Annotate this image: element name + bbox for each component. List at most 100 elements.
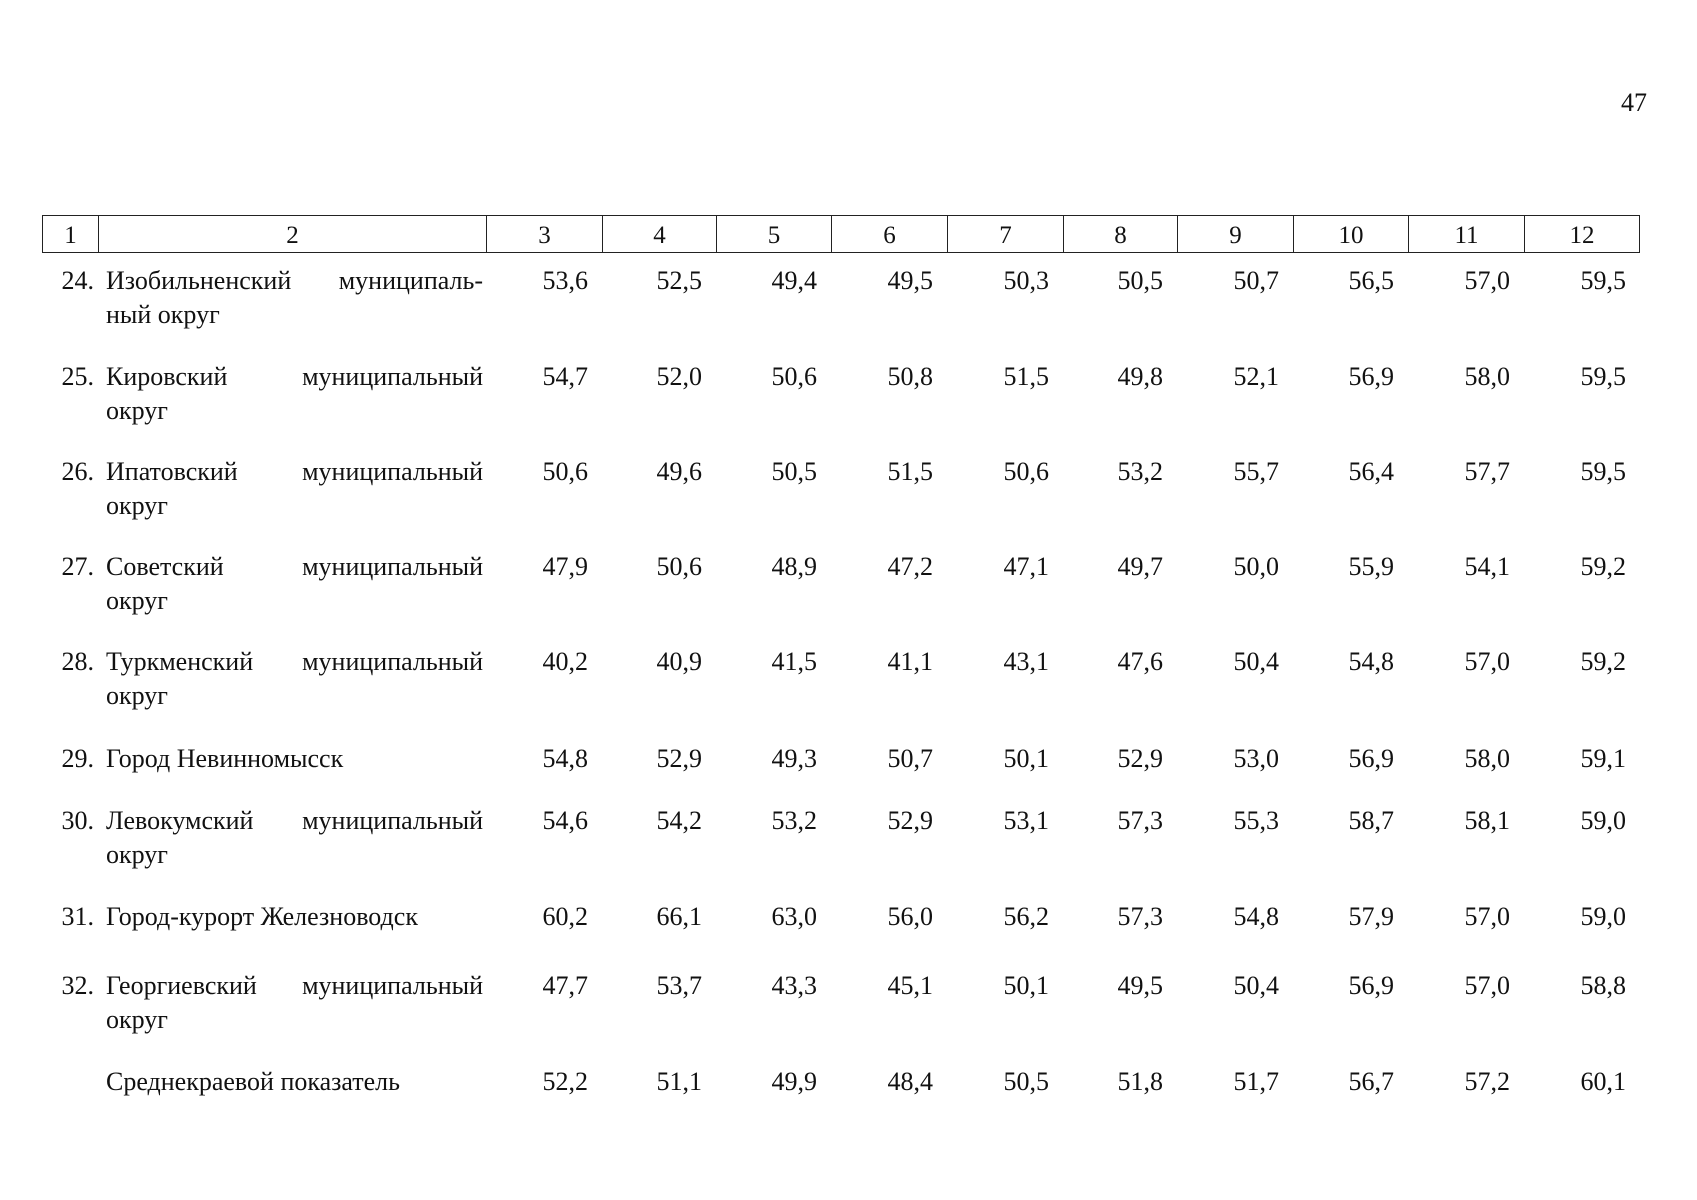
cell-value: 56,9 (1348, 362, 1395, 391)
cell-value: 59,2 (1580, 552, 1627, 581)
header-cell: 5 (716, 215, 831, 253)
cell-value: 50,1 (1003, 971, 1050, 1000)
row-name: Туркменский муниципальный (106, 647, 483, 676)
cell-value: 53,2 (1117, 457, 1164, 486)
cell-value: 49,5 (1117, 971, 1164, 1000)
row-name: Изобильненский муниципаль- (106, 266, 483, 295)
cell-value: 51,8 (1117, 1067, 1164, 1096)
header-cell: 2 (98, 215, 486, 253)
header-cell: 9 (1177, 215, 1293, 253)
cell-value: 50,5 (771, 457, 818, 486)
cell-value: 50,1 (1003, 744, 1050, 773)
header-cell: 3 (486, 215, 602, 253)
cell-value: 52,9 (887, 806, 934, 835)
row-name: Советский муниципальный (106, 552, 483, 581)
cell-value: 57,3 (1117, 806, 1164, 835)
cell-value: 52,5 (656, 266, 703, 295)
cell-value: 55,3 (1233, 806, 1280, 835)
cell-value: 53,6 (542, 266, 589, 295)
cell-value: 53,7 (656, 971, 703, 1000)
cell-value: 63,0 (771, 902, 818, 931)
cell-value: 43,3 (771, 971, 818, 1000)
header-cell: 4 (602, 215, 716, 253)
cell-value: 56,9 (1348, 971, 1395, 1000)
page-number: 47 (1621, 88, 1647, 117)
cell-value: 58,7 (1348, 806, 1395, 835)
row-number: 31. (61, 902, 95, 931)
cell-value: 50,6 (656, 552, 703, 581)
header-cell: 1 (42, 215, 98, 253)
cell-value: 40,9 (656, 647, 703, 676)
cell-value: 50,8 (887, 362, 934, 391)
cell-value: 57,9 (1348, 902, 1395, 931)
header-cell: 11 (1408, 215, 1524, 253)
cell-value: 51,5 (887, 457, 934, 486)
cell-value: 60,2 (542, 902, 589, 931)
cell-value: 50,3 (1003, 266, 1050, 295)
row-number: 28. (61, 647, 95, 676)
cell-value: 54,8 (1233, 902, 1280, 931)
cell-value: 56,5 (1348, 266, 1395, 295)
cell-value: 48,4 (887, 1067, 934, 1096)
row-name: Ипатовский муниципальный (106, 457, 483, 486)
row-number: 25. (61, 362, 95, 391)
cell-value: 56,7 (1348, 1067, 1395, 1096)
cell-value: 51,7 (1233, 1067, 1280, 1096)
row-name: округ (106, 586, 168, 615)
cell-value: 59,5 (1580, 362, 1627, 391)
cell-value: 45,1 (887, 971, 934, 1000)
cell-value: 43,1 (1003, 647, 1050, 676)
cell-value: 47,9 (542, 552, 589, 581)
cell-value: 57,7 (1464, 457, 1511, 486)
cell-value: 59,0 (1580, 902, 1627, 931)
cell-value: 56,9 (1348, 744, 1395, 773)
cell-value: 59,2 (1580, 647, 1627, 676)
row-name: Георгиевский муниципальный (106, 971, 483, 1000)
header-cell: 10 (1293, 215, 1408, 253)
cell-value: 50,7 (1233, 266, 1280, 295)
cell-value: 50,4 (1233, 971, 1280, 1000)
cell-value: 50,0 (1233, 552, 1280, 581)
header-cell: 7 (947, 215, 1063, 253)
cell-value: 60,1 (1580, 1067, 1627, 1096)
row-name: Левокумский муниципальный (106, 806, 483, 835)
cell-value: 47,7 (542, 971, 589, 1000)
row-name: округ (106, 1005, 168, 1034)
cell-value: 47,1 (1003, 552, 1050, 581)
cell-value: 49,4 (771, 266, 818, 295)
cell-value: 58,0 (1464, 744, 1511, 773)
row-number: 30. (61, 806, 95, 835)
cell-value: 47,2 (887, 552, 934, 581)
cell-value: 56,2 (1003, 902, 1050, 931)
cell-value: 54,7 (542, 362, 589, 391)
cell-value: 41,5 (771, 647, 818, 676)
cell-value: 58,1 (1464, 806, 1511, 835)
row-name: округ (106, 840, 168, 869)
row-name: ный округ (106, 300, 220, 329)
row-name: Среднекраевой показатель (106, 1067, 401, 1096)
row-number: 29. (61, 744, 95, 773)
cell-value: 50,6 (542, 457, 589, 486)
row-name: округ (106, 491, 168, 520)
cell-value: 54,8 (542, 744, 589, 773)
cell-value: 49,5 (887, 266, 934, 295)
cell-value: 57,0 (1464, 647, 1511, 676)
cell-value: 66,1 (656, 902, 703, 931)
cell-value: 58,0 (1464, 362, 1511, 391)
cell-value: 54,6 (542, 806, 589, 835)
row-number: 32. (61, 971, 95, 1000)
cell-value: 59,0 (1580, 806, 1627, 835)
cell-value: 47,6 (1117, 647, 1164, 676)
cell-value: 59,1 (1580, 744, 1627, 773)
cell-value: 57,0 (1464, 971, 1511, 1000)
cell-value: 56,4 (1348, 457, 1395, 486)
cell-value: 51,5 (1003, 362, 1050, 391)
cell-value: 52,9 (656, 744, 703, 773)
cell-value: 41,1 (887, 647, 934, 676)
cell-value: 49,3 (771, 744, 818, 773)
cell-value: 54,8 (1348, 647, 1395, 676)
cell-value: 57,0 (1464, 902, 1511, 931)
cell-value: 53,0 (1233, 744, 1280, 773)
cell-value: 52,0 (656, 362, 703, 391)
cell-value: 49,6 (656, 457, 703, 486)
